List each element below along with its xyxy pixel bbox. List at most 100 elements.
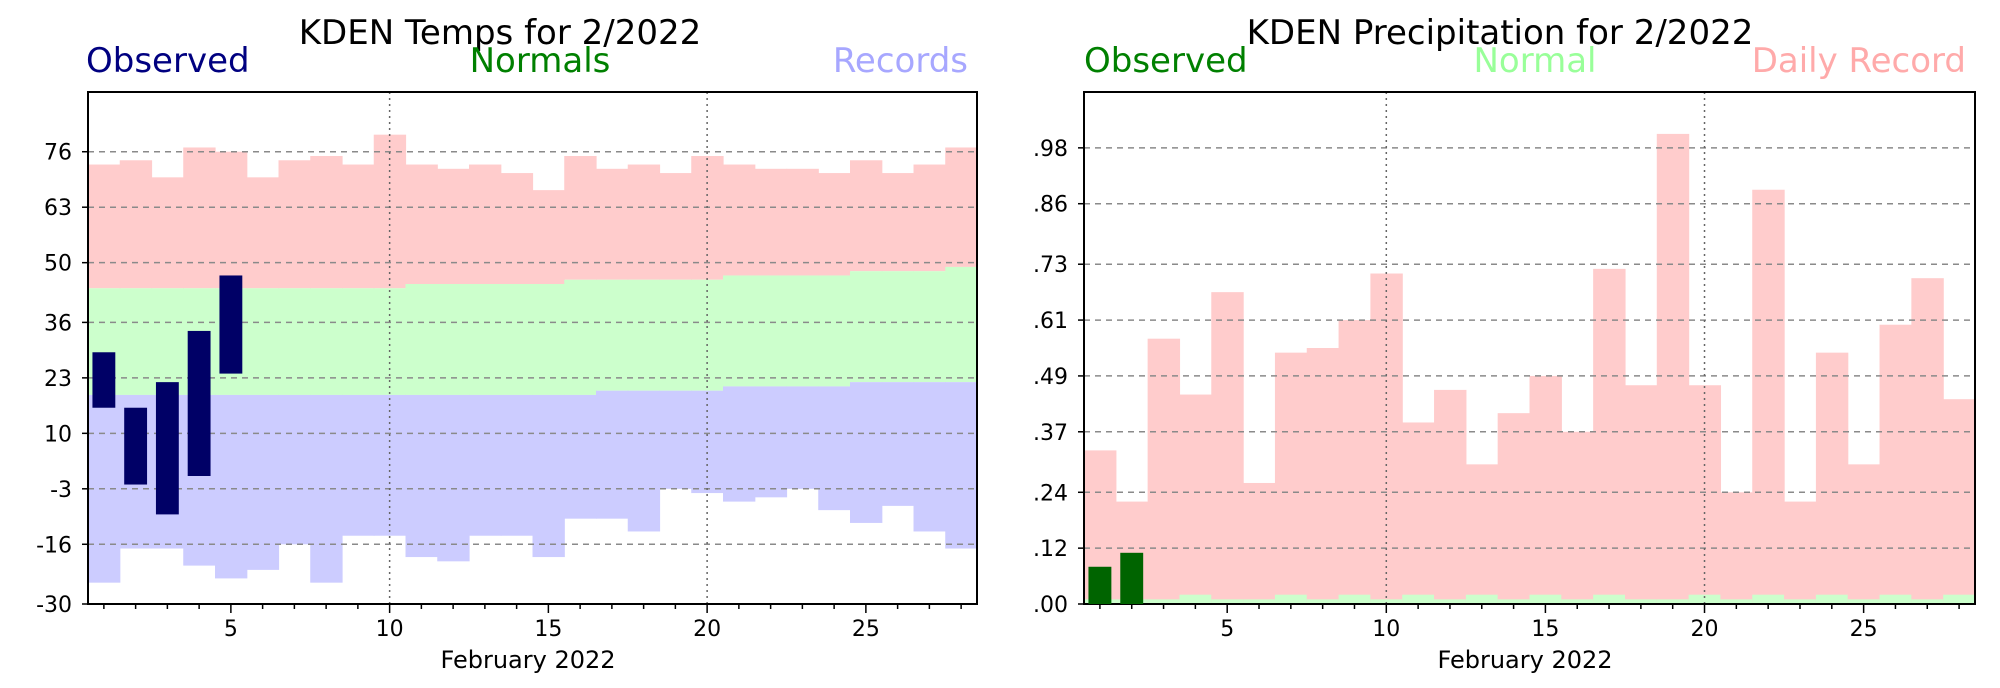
- temps-normal-band: [310, 288, 343, 395]
- temps-record-high-band: [723, 164, 756, 276]
- temps-record-high-band: [818, 173, 851, 276]
- temps-x-tick-label: 5: [224, 617, 238, 642]
- temps-record-high-band: [88, 164, 121, 289]
- precip-normal-bar: [1784, 599, 1817, 604]
- temps-record-low-band: [596, 390, 629, 519]
- precip-daily-record-bar: [1274, 352, 1308, 604]
- precip-daily-record-bar: [1752, 189, 1785, 604]
- precip-daily-record-bar: [1243, 482, 1276, 604]
- precip-normal-bar: [1465, 594, 1499, 604]
- temps-y-tick-label: 36: [44, 311, 72, 336]
- precip-daily-record-bar: [1529, 375, 1562, 604]
- precip-y-tick-label: .61: [1033, 309, 1068, 334]
- temps-normal-band: [659, 279, 692, 391]
- precip-normal-bar: [1434, 599, 1467, 604]
- precip-normal-bar: [1815, 594, 1849, 604]
- temps-x-axis-label: February 2022: [440, 646, 615, 674]
- precip-normal-bar: [1370, 599, 1403, 604]
- precip-normal-bar: [1720, 599, 1753, 604]
- precip-y-tick-label: .49: [1033, 365, 1068, 390]
- precip-chart-panel: KDEN Precipitation for 2/2022 Observed N…: [1000, 0, 2000, 688]
- temps-normal-band: [627, 279, 661, 391]
- temps-record-low-band: [786, 386, 819, 489]
- temps-record-high-band: [278, 160, 311, 289]
- temps-record-high-band: [119, 160, 153, 289]
- temps-normal-band: [850, 271, 883, 383]
- precip-x-tick-label: 25: [1850, 617, 1878, 642]
- precip-y-tick-label: .12: [1033, 537, 1068, 562]
- temps-normal-band: [119, 288, 153, 395]
- temps-record-high-band: [532, 190, 565, 284]
- temps-normal-band: [151, 288, 184, 395]
- precip-normal-bar: [1274, 594, 1308, 604]
- precip-daily-record-bar: [1593, 268, 1626, 604]
- precip-daily-record-bar: [1784, 501, 1817, 604]
- temps-normal-band: [786, 275, 819, 387]
- temps-normal-band: [373, 288, 407, 395]
- temps-normal-band: [818, 275, 851, 387]
- precip-normal-bar: [1179, 594, 1212, 604]
- precip-normal-bar: [1624, 599, 1658, 604]
- precip-normal-bar: [1147, 599, 1181, 604]
- precip-y-tick-label: .37: [1033, 421, 1068, 446]
- temps-record-high-band: [405, 164, 438, 284]
- precip-y-tick-label: .24: [1033, 481, 1068, 506]
- temps-record-low-band: [278, 394, 311, 545]
- temps-y-tick-label: 10: [44, 422, 72, 447]
- temps-chart-panel: KDEN Temps for 2/2022 Observed Normals R…: [36, 13, 978, 674]
- precip-observed-bar: [1088, 566, 1112, 604]
- temps-observed-bar: [92, 352, 116, 408]
- temps-record-high-band: [500, 173, 534, 284]
- precip-x-tick-label: 5: [1220, 617, 1234, 642]
- precip-daily-record-bar: [1179, 394, 1212, 604]
- temps-record-high-band: [596, 168, 629, 280]
- temps-record-low-band: [723, 386, 756, 502]
- temps-y-tick-label: -30: [36, 593, 72, 618]
- precip-normal-bar: [1879, 594, 1912, 604]
- temps-normal-band: [437, 284, 470, 395]
- precip-normal-bar: [1243, 599, 1276, 604]
- precip-daily-record-bar: [1879, 324, 1912, 604]
- temps-record-high-band: [246, 177, 280, 289]
- precip-daily-record-bar: [1847, 464, 1881, 604]
- precip-daily-record-bar: [1656, 133, 1690, 604]
- temps-record-low-band: [310, 394, 343, 583]
- temps-y-tick-label: 23: [44, 367, 72, 392]
- temps-legend-observed: Observed: [86, 41, 250, 81]
- temps-x-tick-label: 15: [534, 617, 562, 642]
- temps-observed-bar: [219, 275, 243, 374]
- precip-normal-bar: [1211, 599, 1244, 604]
- precip-plot-area: .98 .86 .73 .61 .49 .37 .24 .12 .00 5 10 15 20 25: [1033, 91, 1976, 642]
- temps-record-high-band: [659, 173, 692, 280]
- temps-normal-band: [500, 284, 534, 395]
- temps-y-tick-label: 63: [44, 196, 72, 221]
- temps-normal-band: [723, 275, 756, 387]
- temps-observed-bar: [124, 407, 148, 485]
- precip-daily-record-bar: [1497, 413, 1531, 604]
- precip-chart: KDEN Precipitation for 2/2022 Observed N…: [1033, 13, 1976, 674]
- precip-x-axis-label: February 2022: [1437, 646, 1612, 674]
- precip-daily-record-bar: [1465, 464, 1499, 604]
- temps-normal-band: [913, 271, 946, 383]
- temps-normal-band: [596, 279, 629, 391]
- temps-record-low-band: [881, 382, 915, 506]
- precip-legend-normal: Normal: [1473, 41, 1596, 81]
- precip-daily-record-bar: [1338, 320, 1371, 604]
- temps-normal-band: [342, 288, 375, 395]
- precip-x-tick-label: 20: [1691, 617, 1719, 642]
- precip-daily-record-bar: [1815, 352, 1849, 604]
- temps-y-tick-label: -16: [36, 533, 72, 558]
- precip-normal-bar: [1911, 599, 1944, 604]
- temps-record-low-band: [500, 394, 534, 536]
- temps-legend-records: Records: [833, 41, 968, 81]
- temps-record-low-band: [818, 386, 851, 511]
- precip-daily-record-bar: [1561, 431, 1594, 604]
- precip-normal-bar: [1529, 594, 1562, 604]
- temps-record-low-band: [437, 394, 470, 562]
- precip-y-tick-label: .73: [1033, 253, 1068, 278]
- precip-daily-record-bar: [1402, 422, 1435, 604]
- temps-normal-band: [532, 284, 565, 395]
- temps-x-tick-label: 10: [376, 617, 404, 642]
- precip-normal-bar: [1593, 594, 1626, 604]
- precip-y-tick-label: .86: [1033, 193, 1068, 218]
